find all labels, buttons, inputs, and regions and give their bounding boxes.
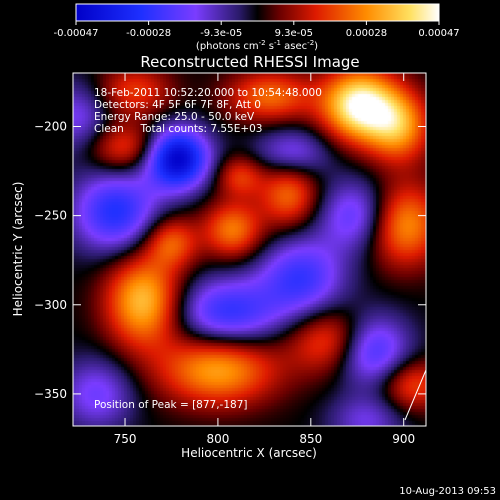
colorbar-tick-label: -0.00047	[54, 28, 99, 39]
colorbar-tick-label: 9.3e-05	[275, 28, 313, 39]
annotation-peak: Position of Peak = [877,-187]	[94, 399, 248, 411]
annotation-energy: Energy Range: 25.0 - 50.0 keV	[94, 111, 255, 123]
annotation-time: 18-Feb-2011 10:52:20.000 to 10:54:48.000	[94, 87, 322, 99]
colorbar-ticks: -0.00047 -0.00028 -9.3e-05 9.3e-05 0.00028 0.…	[54, 21, 460, 39]
colorbar-tick-label: 0.00047	[418, 28, 459, 39]
axis-ticks: 750 800 850 900 −200 −250 −300 −350	[34, 73, 426, 446]
colorbar	[75, 3, 440, 22]
annotation-detectors: Detectors: 4F 5F 6F 7F 8F, Att 0	[94, 99, 261, 111]
solar-limb-line	[404, 369, 427, 421]
annotation-counts: Clean Total counts: 7.55E+03	[94, 123, 263, 135]
y-tick-label: −200	[34, 119, 67, 133]
colorbar-unit: (photons cm-2 s-1 asec-2)	[196, 39, 318, 52]
x-tick-label: 800	[206, 432, 229, 446]
x-tick-label: 900	[392, 432, 415, 446]
y-tick-label: −250	[34, 209, 67, 223]
x-tick-label: 750	[114, 432, 137, 446]
chart-title: Reconstructed RHESSI Image	[140, 53, 359, 71]
colorbar-tick-label: -0.00028	[126, 28, 171, 39]
x-tick-label: 850	[299, 432, 322, 446]
x-axis-label: Heliocentric X (arcsec)	[181, 446, 317, 460]
colorbar-tick-label: 0.00028	[346, 28, 387, 39]
colorbar-tick-label: -9.3e-05	[200, 28, 242, 39]
footer-date: 10-Aug-2013 09:53	[399, 486, 496, 497]
y-tick-label: −350	[34, 387, 67, 401]
heatmap-image	[73, 73, 426, 426]
y-tick-label: −300	[34, 298, 67, 312]
plot-frame	[72, 72, 427, 427]
y-axis-label: Heliocentric Y (arcsec)	[11, 182, 25, 317]
